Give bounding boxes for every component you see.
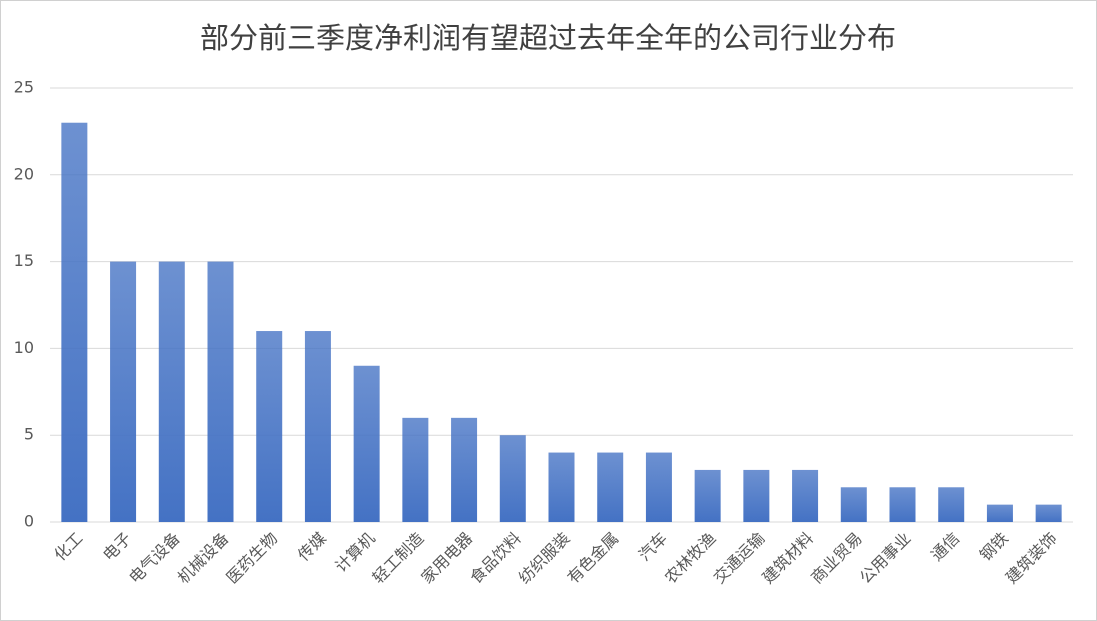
bar xyxy=(840,487,867,522)
bar xyxy=(256,331,283,522)
bar xyxy=(743,469,770,522)
y-tick-label: 0 xyxy=(24,512,34,531)
chart-title: 部分前三季度净利润有望超过去年全年的公司行业分布 xyxy=(200,21,896,55)
bar xyxy=(889,487,916,522)
y-tick-label: 20 xyxy=(14,164,34,183)
bar xyxy=(499,435,526,522)
bar xyxy=(597,452,624,522)
bar xyxy=(986,504,1013,522)
bar xyxy=(110,261,137,522)
bar xyxy=(61,122,88,522)
bar xyxy=(645,452,672,522)
y-tick-label: 5 xyxy=(24,425,34,444)
bar xyxy=(548,452,575,522)
bar xyxy=(353,365,380,522)
bar xyxy=(792,469,819,522)
bar xyxy=(207,261,234,522)
bar xyxy=(158,261,185,522)
bar xyxy=(1035,504,1062,522)
bar xyxy=(304,331,331,522)
y-tick-label: 15 xyxy=(14,251,34,270)
bar xyxy=(402,417,429,522)
bar xyxy=(451,417,478,522)
y-tick-label: 10 xyxy=(14,338,34,357)
y-tick-label: 25 xyxy=(14,78,34,97)
bar xyxy=(938,487,965,522)
bar xyxy=(694,469,721,522)
